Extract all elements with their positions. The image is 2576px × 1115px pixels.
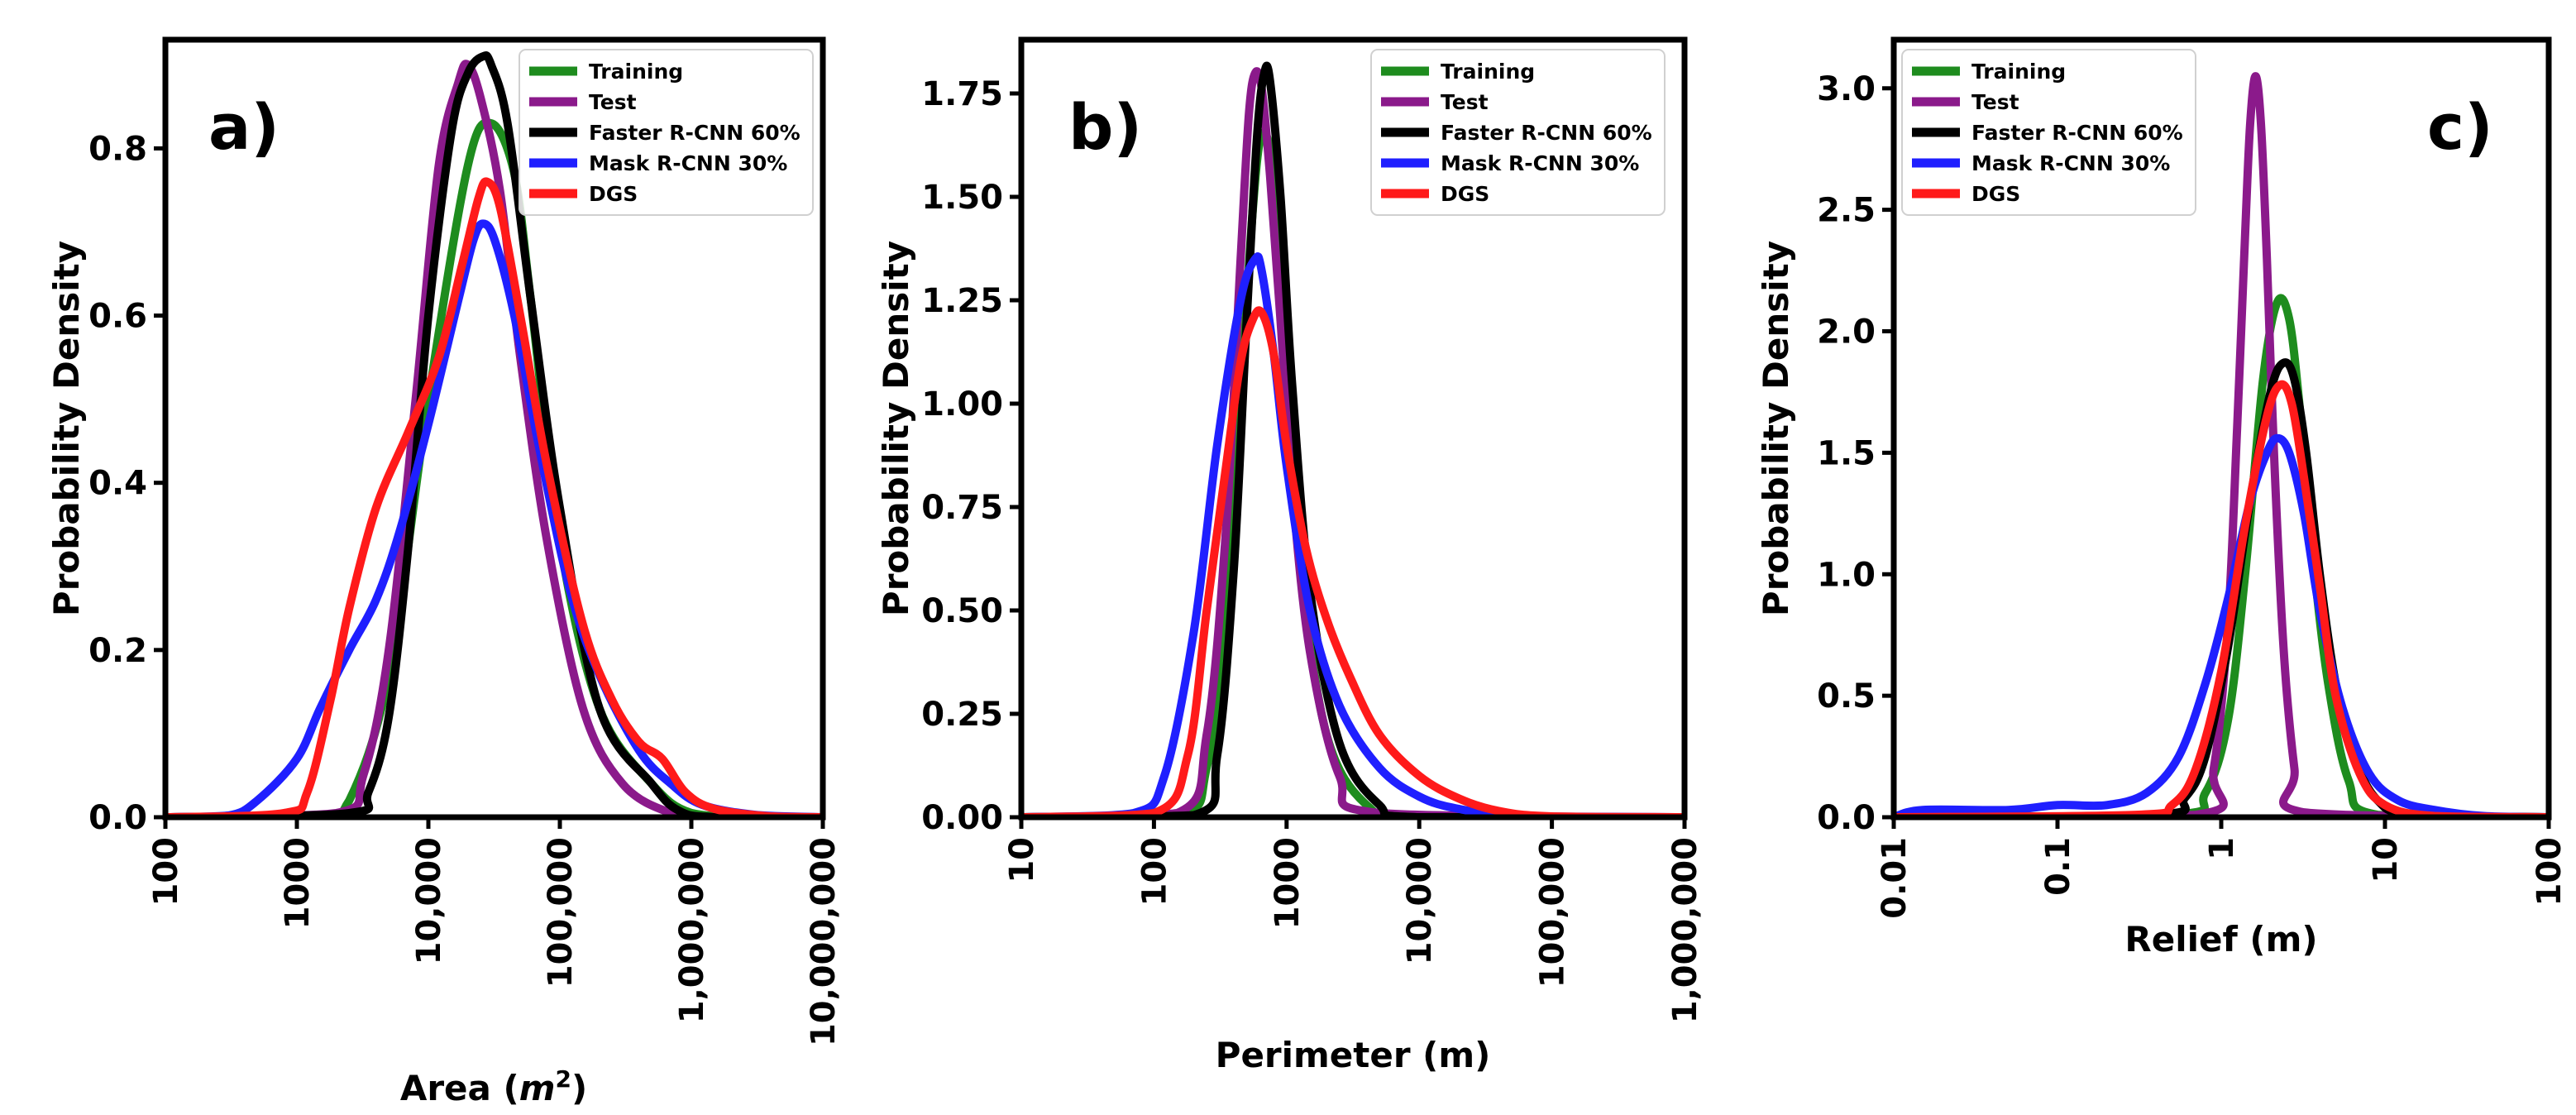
chart-panel-relief: 0.0 0.5 1.0 1.5 2.0 2.5 3.0 0.01 0.1 1 10 100 Prob… — [1756, 36, 2569, 959]
legend-label: Test — [1971, 90, 2019, 114]
legend-label: Faster R-CNN 60% — [589, 121, 801, 145]
x-tick-label: 100,000 — [542, 837, 580, 988]
legend-label: Mask R-CNN 30% — [589, 151, 787, 175]
x-tick-label: 10 — [1003, 837, 1041, 883]
y-axis-label: Probability Density — [876, 241, 916, 616]
x-tick-label: 1,000,000 — [673, 837, 711, 1023]
legend-box — [1901, 49, 2196, 216]
y-tick-label: 0.2 — [88, 632, 147, 670]
legend: Training Test Faster R-CNN 60% Mask R-CNN 3… — [1370, 49, 1666, 216]
legend: Training Test Faster R-CNN 60% Mask R-CNN 3… — [1901, 49, 2196, 216]
y-tick-label: 0.0 — [1817, 799, 1876, 837]
y-tick-label: 1.0 — [1817, 556, 1876, 594]
y-tick-label: 1.50 — [921, 179, 1003, 217]
panel-label: c) — [2427, 90, 2493, 164]
x-tick-label: 1000 — [279, 837, 317, 929]
legend-label: Training — [1441, 60, 1535, 84]
series-line-faster-r-cnn-60 — [165, 51, 823, 817]
y-tick-label: 0.6 — [88, 298, 147, 336]
y-tick-label: 2.0 — [1817, 313, 1876, 352]
x-tick-label: 10,000 — [410, 837, 448, 964]
legend-label: Mask R-CNN 30% — [1971, 151, 2170, 175]
legend-label: Mask R-CNN 30% — [1441, 151, 1639, 175]
x-tick-label: 1,000,000 — [1666, 837, 1704, 1023]
series-line-dgs — [1021, 306, 1685, 817]
series-line-test — [1894, 72, 2549, 817]
legend-label: Training — [589, 60, 683, 84]
y-tick-label: 3.0 — [1817, 70, 1876, 108]
x-tick-label: 1 — [2203, 837, 2241, 860]
y-tick-label: 0.75 — [921, 489, 1003, 527]
series-line-dgs — [1894, 380, 2549, 817]
legend: Training Test Faster R-CNN 60% Mask R-CNN 3… — [519, 49, 814, 216]
series-line-mask-r-cnn-30 — [1894, 433, 2549, 817]
plot-frame — [1018, 36, 1688, 821]
legend-label: Faster R-CNN 60% — [1441, 121, 1652, 145]
y-axis-label: Probability Density — [46, 241, 87, 616]
x-tick-label: 10,000 — [1401, 837, 1439, 964]
panel-label: a) — [208, 90, 280, 164]
series-line-test — [165, 60, 823, 817]
legend-label: DGS — [1971, 182, 2020, 206]
plot-frame — [162, 36, 826, 821]
y-tick-label: 0.25 — [921, 696, 1003, 734]
legend-label: Test — [589, 90, 637, 114]
chart-panel-area: 0.0 0.2 0.4 0.6 0.8 100 1000 10,000 100,000 1,00… — [46, 36, 843, 1108]
x-tick-label: 10 — [2367, 837, 2405, 883]
x-axis-label: Perimeter (m) — [1216, 1035, 1491, 1075]
y-tick-label: 0.5 — [1817, 677, 1876, 715]
series-line-mask-r-cnn-30 — [165, 219, 823, 817]
x-tick-label: 0.01 — [1876, 837, 1914, 919]
series-line-test — [1021, 67, 1685, 817]
x-tick-label: 1000 — [1269, 837, 1307, 929]
series-line-training — [1021, 128, 1685, 817]
y-axis-label: Probability Density — [1756, 241, 1796, 616]
legend-label: Faster R-CNN 60% — [1971, 121, 2183, 145]
x-tick-label: 0.1 — [2039, 837, 2077, 896]
series-line-mask-r-cnn-30 — [1021, 252, 1685, 817]
legend-box — [519, 49, 814, 216]
series-line-training — [165, 118, 823, 817]
x-tick-label: 10,000,000 — [805, 837, 843, 1046]
y-tick-label: 1.25 — [921, 282, 1003, 320]
x-tick-label: 100 — [2531, 837, 2569, 907]
series-line-dgs — [165, 177, 823, 817]
y-tick-label: 2.5 — [1817, 192, 1876, 230]
legend-label: DGS — [1441, 182, 1489, 206]
y-tick-label: 1.75 — [921, 75, 1003, 113]
y-tick-label: 0.00 — [921, 799, 1003, 837]
panel-label: b) — [1068, 90, 1142, 164]
x-axis-label: Area (m2) — [400, 1065, 587, 1108]
y-tick-label: 0.4 — [88, 465, 147, 503]
x-axis-label: Relief (m) — [2124, 919, 2317, 959]
y-tick-label: 1.5 — [1817, 434, 1876, 472]
y-tick-label: 0.0 — [88, 799, 147, 837]
x-tick-label: 100 — [1135, 837, 1173, 907]
y-tick-label: 1.00 — [921, 385, 1003, 424]
x-tick-label: 100,000 — [1534, 837, 1572, 988]
y-tick-label: 0.8 — [88, 130, 147, 168]
y-tick-label: 0.50 — [921, 592, 1003, 630]
legend-label: Test — [1441, 90, 1489, 114]
legend-box — [1370, 49, 1666, 216]
x-tick-label: 100 — [147, 837, 185, 907]
series-line-faster-r-cnn-60 — [1021, 61, 1685, 817]
legend-label: Training — [1971, 60, 2066, 84]
series-line-training — [1894, 294, 2549, 817]
legend-label: DGS — [589, 182, 638, 206]
chart-panel-perimeter: 0.00 0.25 0.50 0.75 1.00 1.25 1.50 1.75 10 100 10… — [876, 36, 1704, 1075]
